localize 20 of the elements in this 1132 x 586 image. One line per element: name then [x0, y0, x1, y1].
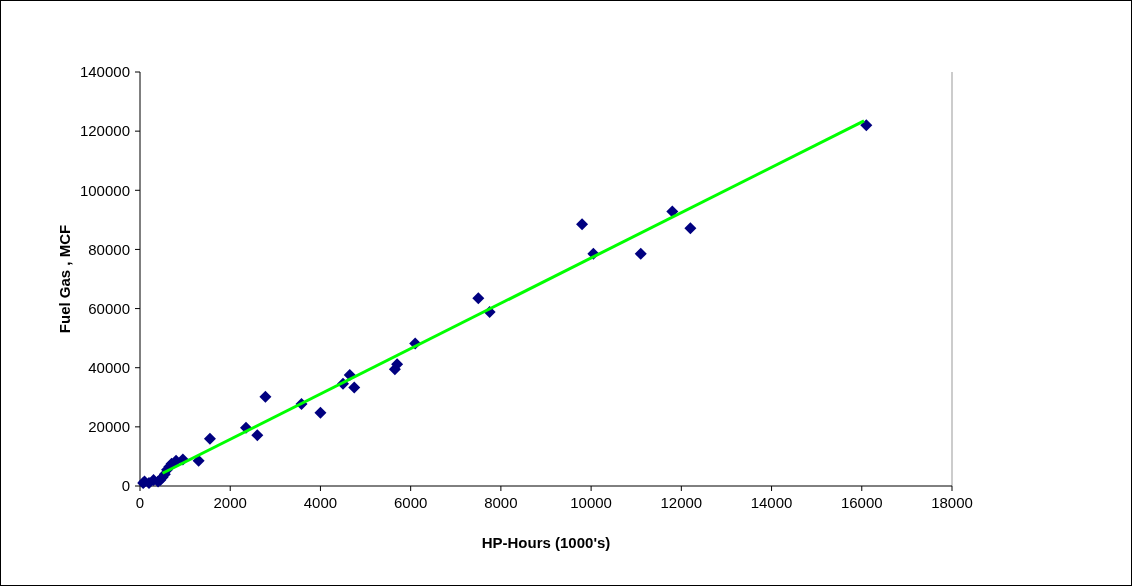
x-tick-label: 8000 [484, 494, 518, 511]
y-tick-label: 120000 [79, 122, 130, 140]
y-tick-label: 40000 [88, 358, 130, 376]
x-tick-label: 16000 [840, 494, 883, 511]
y-tick-label: 100000 [79, 181, 130, 199]
x-tick-label: 2000 [213, 494, 247, 511]
x-tick-label: 12000 [660, 494, 703, 511]
y-tick-label: 60000 [88, 299, 130, 317]
x-tick-label: 0 [135, 494, 145, 511]
y-tick-label: 20000 [88, 418, 130, 436]
y-axis-title: Fuel Gas , MCF [56, 224, 73, 334]
x-tick-label: 18000 [931, 494, 973, 511]
x-tick-label: 14000 [750, 494, 793, 511]
y-tick-label: 140000 [79, 63, 130, 81]
y-tick-label: 80000 [88, 240, 130, 258]
x-tick-label: 4000 [303, 494, 338, 511]
x-tick-label: 10000 [570, 494, 612, 511]
x-tick-label: 6000 [393, 494, 428, 511]
y-tick-label: 0 [121, 477, 130, 495]
x-axis-title: HP-Hours (1000's) [481, 534, 611, 551]
